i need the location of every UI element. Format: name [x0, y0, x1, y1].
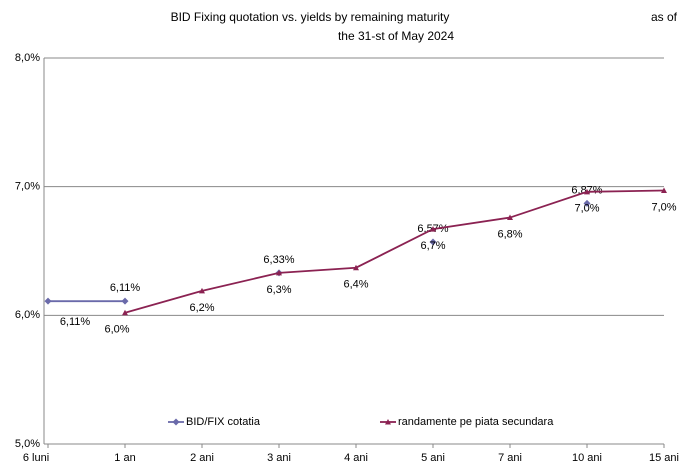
- x-tick-label: 1 an: [114, 452, 135, 464]
- x-tick-label: 2 ani: [190, 452, 214, 464]
- point-marker: [44, 297, 52, 305]
- x-tick-label: 3 ani: [267, 452, 291, 464]
- x-tick-label: 4 ani: [344, 452, 368, 464]
- point-marker: [276, 269, 282, 276]
- data-label: 7,0%: [574, 203, 599, 215]
- chart-title: BID Fixing quotation vs. yields by remai…: [171, 10, 450, 24]
- data-label: 6,3%: [266, 284, 291, 296]
- data-label: 6,8%: [497, 228, 522, 240]
- chart-title-right: as of: [651, 10, 678, 24]
- point-marker: [199, 287, 205, 294]
- series-line: [124, 189, 665, 314]
- point-marker: [121, 297, 129, 305]
- legend-label: BID/FIX cotatia: [186, 416, 261, 428]
- point-marker: [583, 199, 591, 207]
- y-tick-label: 5,0%: [15, 438, 40, 450]
- y-tick-label: 6,0%: [15, 309, 40, 321]
- point-marker: [661, 187, 667, 194]
- data-label: 6,4%: [343, 279, 368, 291]
- point-marker: [122, 309, 128, 316]
- data-label: 6,0%: [104, 324, 129, 336]
- legend-label: randamente pe piata secundara: [398, 416, 554, 428]
- x-tick-label: 6 luni: [23, 452, 49, 464]
- legend-marker: [385, 419, 391, 425]
- point-marker: [584, 188, 590, 195]
- data-label: 6,33%: [263, 254, 294, 266]
- point-marker: [353, 264, 359, 271]
- legend-marker: [172, 418, 180, 426]
- data-label: 6,11%: [60, 316, 91, 328]
- data-label: 6,7%: [420, 240, 445, 252]
- y-tick-label: 7,0%: [15, 181, 40, 193]
- x-tick-label: 10 ani: [572, 452, 602, 464]
- y-tick-label: 8,0%: [15, 52, 40, 64]
- data-label: 6,2%: [189, 302, 214, 314]
- x-tick-label: 15 ani: [649, 452, 679, 464]
- x-tick-label: 5 ani: [421, 452, 445, 464]
- x-tick-label: 7 ani: [498, 452, 522, 464]
- point-marker: [507, 214, 513, 221]
- point-marker: [429, 238, 437, 246]
- data-label: 6,11%: [110, 282, 141, 294]
- chart-subtitle: the 31-st of May 2024: [338, 29, 454, 43]
- data-label: 7,0%: [651, 201, 676, 213]
- point-marker: [430, 226, 436, 232]
